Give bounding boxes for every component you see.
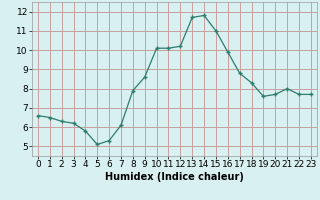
X-axis label: Humidex (Indice chaleur): Humidex (Indice chaleur) [105, 172, 244, 182]
